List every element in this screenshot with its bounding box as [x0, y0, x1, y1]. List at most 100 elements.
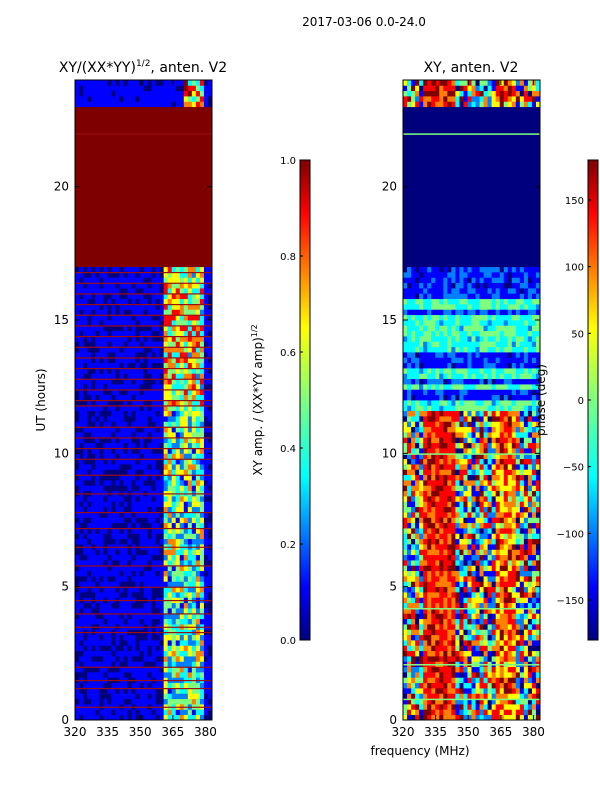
p1-cell	[143, 442, 148, 449]
p1-cell	[87, 266, 92, 273]
p1-cell	[79, 485, 84, 492]
p1-cell	[91, 192, 96, 198]
p1-cell	[107, 240, 112, 246]
p1-cell	[155, 576, 161, 582]
p1-cell	[123, 442, 128, 449]
p1-cell	[123, 330, 128, 337]
p2-cell	[403, 618, 408, 625]
p1-cell	[203, 581, 209, 588]
p2-cell	[527, 650, 533, 657]
p1-cell	[111, 656, 116, 662]
p1-cell	[155, 693, 161, 700]
p1-cell	[99, 405, 104, 412]
p1-cell	[83, 160, 88, 166]
p1-cell	[187, 405, 193, 412]
p1-cell	[95, 592, 100, 598]
p1-cell	[95, 304, 100, 310]
p1-cell	[147, 346, 152, 353]
p1-cell	[123, 506, 128, 513]
p1-cell	[111, 80, 116, 86]
p1-cell	[75, 693, 80, 700]
p1-cell	[95, 394, 100, 401]
p1-cell	[187, 538, 193, 545]
p2-cell	[479, 592, 484, 598]
p2-cell	[447, 704, 452, 710]
p1-cell	[147, 549, 152, 556]
p1-cell	[111, 90, 116, 97]
p1-cell	[151, 448, 156, 454]
p1-cell	[87, 613, 92, 620]
p2-cell	[495, 714, 501, 720]
p1-cell	[199, 640, 205, 646]
p2-cell	[519, 645, 525, 652]
p1-cell	[135, 282, 140, 289]
p1-cell	[195, 256, 201, 262]
p1-cell	[75, 709, 80, 716]
p1-cell	[127, 218, 132, 225]
p2-cell	[507, 656, 513, 662]
p2-cell	[523, 709, 529, 716]
p1-cell	[199, 432, 205, 438]
p1-cell	[175, 384, 181, 390]
p1-cell	[139, 272, 144, 278]
p1-cell	[187, 469, 193, 476]
p2-cell	[475, 677, 480, 684]
p1-cell	[191, 304, 197, 310]
p1-cell	[99, 314, 104, 321]
p1-cell	[159, 368, 165, 374]
p1-cell	[123, 586, 128, 593]
p1-cell	[103, 245, 108, 252]
p1-cell	[175, 613, 181, 620]
p1-cell	[187, 421, 193, 428]
p2-cell	[459, 688, 464, 694]
p1-cell	[87, 85, 92, 92]
p2-cell	[455, 618, 460, 625]
p1-cell	[99, 362, 104, 369]
p1-cell	[119, 501, 124, 508]
p2-cell	[515, 714, 521, 720]
p1-cell	[191, 512, 197, 518]
p1-cell	[191, 480, 197, 486]
p2-cell	[527, 656, 533, 662]
p1-cell	[163, 485, 169, 492]
p1-cell	[179, 186, 185, 193]
p1-cell	[119, 309, 124, 316]
p1-cell	[207, 421, 212, 428]
p2-cell	[467, 608, 472, 614]
p1-cell	[191, 250, 197, 257]
p1-cell	[123, 394, 128, 401]
p2-cell	[495, 677, 501, 684]
p1-cell	[139, 672, 144, 678]
p1-cell	[163, 85, 169, 92]
p1-cell	[91, 453, 96, 460]
p1-cell	[95, 298, 100, 305]
p1-cell	[199, 282, 205, 289]
p1-cell	[151, 586, 156, 593]
p1-cell	[167, 165, 173, 172]
p1-cell	[179, 378, 185, 385]
p1-cell	[127, 384, 132, 390]
p2-cell	[471, 682, 476, 689]
p1-cell	[183, 384, 189, 390]
p2-cell	[503, 597, 509, 604]
p1-cell	[143, 224, 148, 230]
p1-cell	[107, 714, 112, 720]
p1-cell	[91, 389, 96, 396]
p2-cell	[463, 640, 468, 646]
p1-cell	[151, 416, 156, 422]
p1-cell	[187, 165, 193, 172]
p1-cell	[87, 309, 92, 316]
p1-cell	[163, 341, 169, 348]
p1-cell	[171, 165, 177, 172]
p1-cell	[187, 245, 193, 252]
p1-cell	[123, 170, 128, 177]
p2-cell	[403, 613, 408, 620]
p1-cell	[111, 672, 116, 678]
p1-cell	[207, 368, 212, 374]
p1-cell	[195, 384, 201, 390]
p2-cell	[503, 688, 509, 694]
p1-cell	[175, 261, 181, 268]
p1-cell	[159, 224, 165, 230]
p1-cell	[171, 650, 177, 657]
p1-cell	[159, 666, 165, 673]
